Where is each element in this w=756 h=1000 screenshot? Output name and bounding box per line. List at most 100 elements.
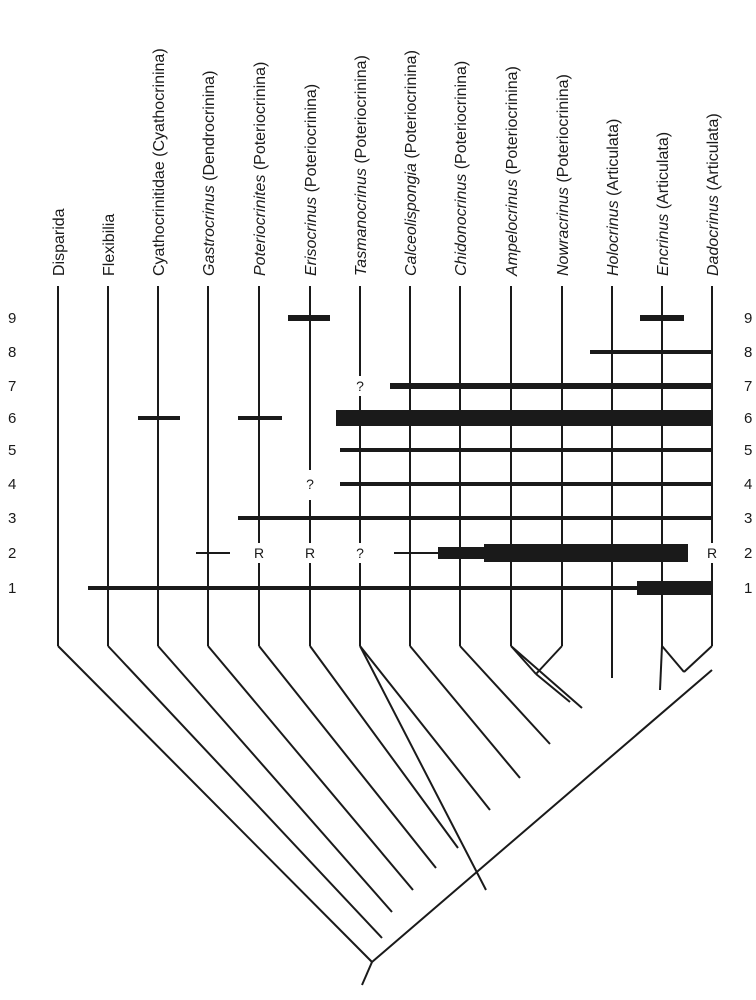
pair-branch [683, 645, 713, 673]
taxon-label: Holocrinus (Articulata) [605, 119, 622, 276]
taxon-name: Erisocrinus [303, 197, 320, 276]
character-2-bar [438, 547, 486, 559]
taxon-name: Nowracrinus [555, 187, 572, 276]
state-mark: R [254, 545, 264, 561]
taxon-suborder: (Dendrocrinina) [201, 71, 218, 186]
taxon-suborder: (Poteriocrinina) [252, 62, 269, 175]
clade-branch [309, 645, 459, 849]
taxon-name: Gastrocrinus [201, 185, 218, 276]
character-number-right: 9 [744, 310, 752, 327]
root-branch [57, 645, 373, 963]
taxon-name: Disparida [51, 208, 68, 276]
taxon-label: Nowracrinus (Poteriocrinina) [555, 74, 572, 276]
character-6-tick [138, 416, 180, 420]
taxon-suborder: (Poteriocrinina) [403, 50, 420, 163]
taxon-suborder: (Poteriocrinina) [303, 84, 320, 197]
clade-branch [359, 645, 491, 811]
taxon-label: Encrinus (Articulata) [655, 132, 672, 276]
clade-branch [409, 645, 521, 779]
taxon-suborder: (Poteriocrinina) [504, 66, 521, 179]
state-mark-backdrop [302, 543, 318, 563]
character-number-right: 7 [744, 378, 752, 395]
pair-branch [535, 645, 563, 675]
character-bars [88, 315, 712, 595]
state-mark-backdrop [352, 543, 368, 563]
taxon-label: Chidonocrinus (Poteriocrinina) [453, 61, 470, 276]
character-2-thick-bar [484, 544, 688, 562]
taxon-labels: Disparida Flexibilia Cyathocrinitidae (Cya… [51, 48, 722, 277]
clade-branch [207, 645, 414, 891]
character-5-bar [340, 448, 712, 452]
taxon-label: Poteriocrinites (Poteriocrinina) [252, 62, 269, 276]
character-number-right: 6 [744, 410, 752, 427]
taxon-label: Calceolispongia (Poteriocrinina) [403, 50, 420, 276]
character-8-bar [590, 350, 712, 354]
clade-branch [258, 645, 437, 869]
taxon-name: Encrinus [655, 214, 672, 276]
character-number-left: 2 [8, 545, 16, 562]
taxon-label: Cyathocrinitidae (Cyathocrinina) [151, 48, 168, 276]
character-number-left: 1 [8, 580, 16, 597]
state-mark: ? [356, 545, 364, 561]
character-numbers-left: 1 2 3 4 5 6 7 8 9 [8, 310, 16, 597]
taxon-suborder: (Poteriocrinina) [555, 74, 572, 187]
tree-branches [57, 286, 713, 986]
pair-branch [510, 645, 537, 675]
taxon-label: Disparida [51, 208, 68, 276]
taxon-label: Ampelocrinus (Poteriocrinina) [504, 66, 521, 277]
root-stub [361, 961, 373, 986]
taxon-suborder: (Cyathocrinina) [151, 48, 168, 161]
character-number-left: 3 [8, 510, 16, 527]
clade-branch [157, 645, 393, 913]
taxon-label: Gastrocrinus (Dendrocrinina) [201, 71, 218, 276]
character-9-tick [288, 315, 330, 321]
character-7-bar [390, 383, 712, 389]
character-number-left: 4 [8, 476, 16, 493]
clade-branch [659, 645, 663, 691]
reversal-branch [359, 645, 487, 891]
state-marks: R R R??? [251, 376, 720, 563]
state-mark: ? [306, 476, 314, 492]
pair-node-branch [535, 673, 571, 703]
character-3-bar [238, 516, 712, 520]
taxon-label: Erisocrinus (Poteriocrinina) [303, 84, 320, 276]
character-number-right: 4 [744, 476, 752, 493]
character-6-thick-bar [336, 410, 712, 426]
taxon-suborder: (Articulata) [655, 132, 672, 214]
character-number-left: 9 [8, 310, 16, 327]
state-mark-backdrop [352, 376, 368, 396]
taxon-label: Dadocrinus (Articulata) [705, 113, 722, 276]
character-1-thick-bar [637, 581, 712, 595]
taxon-name: Holocrinus [605, 200, 622, 276]
taxon-name: Ampelocrinus [504, 179, 521, 277]
taxon-suborder: (Poteriocrinina) [353, 55, 370, 168]
taxon-name: Poteriocrinites [252, 175, 269, 276]
state-mark-backdrop [302, 474, 318, 494]
character-2-tick [196, 552, 230, 554]
state-mark: R [305, 545, 315, 561]
taxon-name: Dadocrinus [705, 195, 722, 276]
character-9-tick [640, 315, 684, 321]
character-4-bar [340, 482, 712, 486]
character-number-right: 8 [744, 344, 752, 361]
taxon-name: Chidonocrinus [453, 174, 470, 276]
taxon-label: Flexibilia [101, 214, 118, 276]
clade-branch [510, 645, 583, 709]
taxon-suborder: (Articulata) [705, 113, 722, 195]
taxon-name: Flexibilia [101, 214, 118, 276]
character-2-thin [394, 552, 440, 554]
character-number-right: 3 [744, 510, 752, 527]
right-spine [371, 669, 713, 963]
character-number-right: 5 [744, 442, 752, 459]
clade-branch [459, 645, 551, 745]
state-mark-backdrop [704, 543, 720, 563]
pair-branch [661, 645, 685, 673]
taxon-name: Cyathocrinitidae [151, 161, 168, 276]
taxon-suborder: (Articulata) [605, 119, 622, 201]
taxon-label: Tasmanocrinus (Poteriocrinina) [353, 55, 370, 276]
character-6-tick [238, 416, 282, 420]
taxon-suborder: (Poteriocrinina) [453, 61, 470, 174]
character-number-left: 5 [8, 442, 16, 459]
character-number-left: 7 [8, 378, 16, 395]
